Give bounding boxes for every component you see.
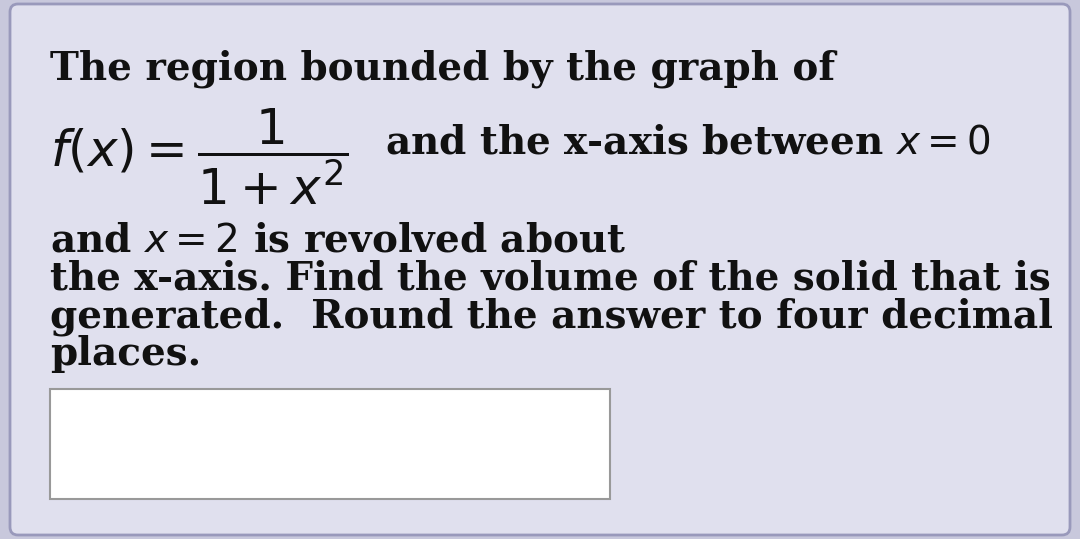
FancyBboxPatch shape <box>50 389 610 499</box>
Text: and the x-axis between $x = 0$: and the x-axis between $x = 0$ <box>384 124 991 162</box>
Text: and $x = 2$ is revolved about: and $x = 2$ is revolved about <box>50 221 626 259</box>
FancyBboxPatch shape <box>10 4 1070 535</box>
Text: The region bounded by the graph of: The region bounded by the graph of <box>50 49 835 87</box>
Text: the x-axis. Find the volume of the solid that is: the x-axis. Find the volume of the solid… <box>50 259 1051 297</box>
Text: places.: places. <box>50 335 201 373</box>
Text: $f(x) = \dfrac{1}{1 + x^2}$: $f(x) = \dfrac{1}{1 + x^2}$ <box>50 107 348 208</box>
Text: generated.  Round the answer to four decimal: generated. Round the answer to four deci… <box>50 297 1053 335</box>
